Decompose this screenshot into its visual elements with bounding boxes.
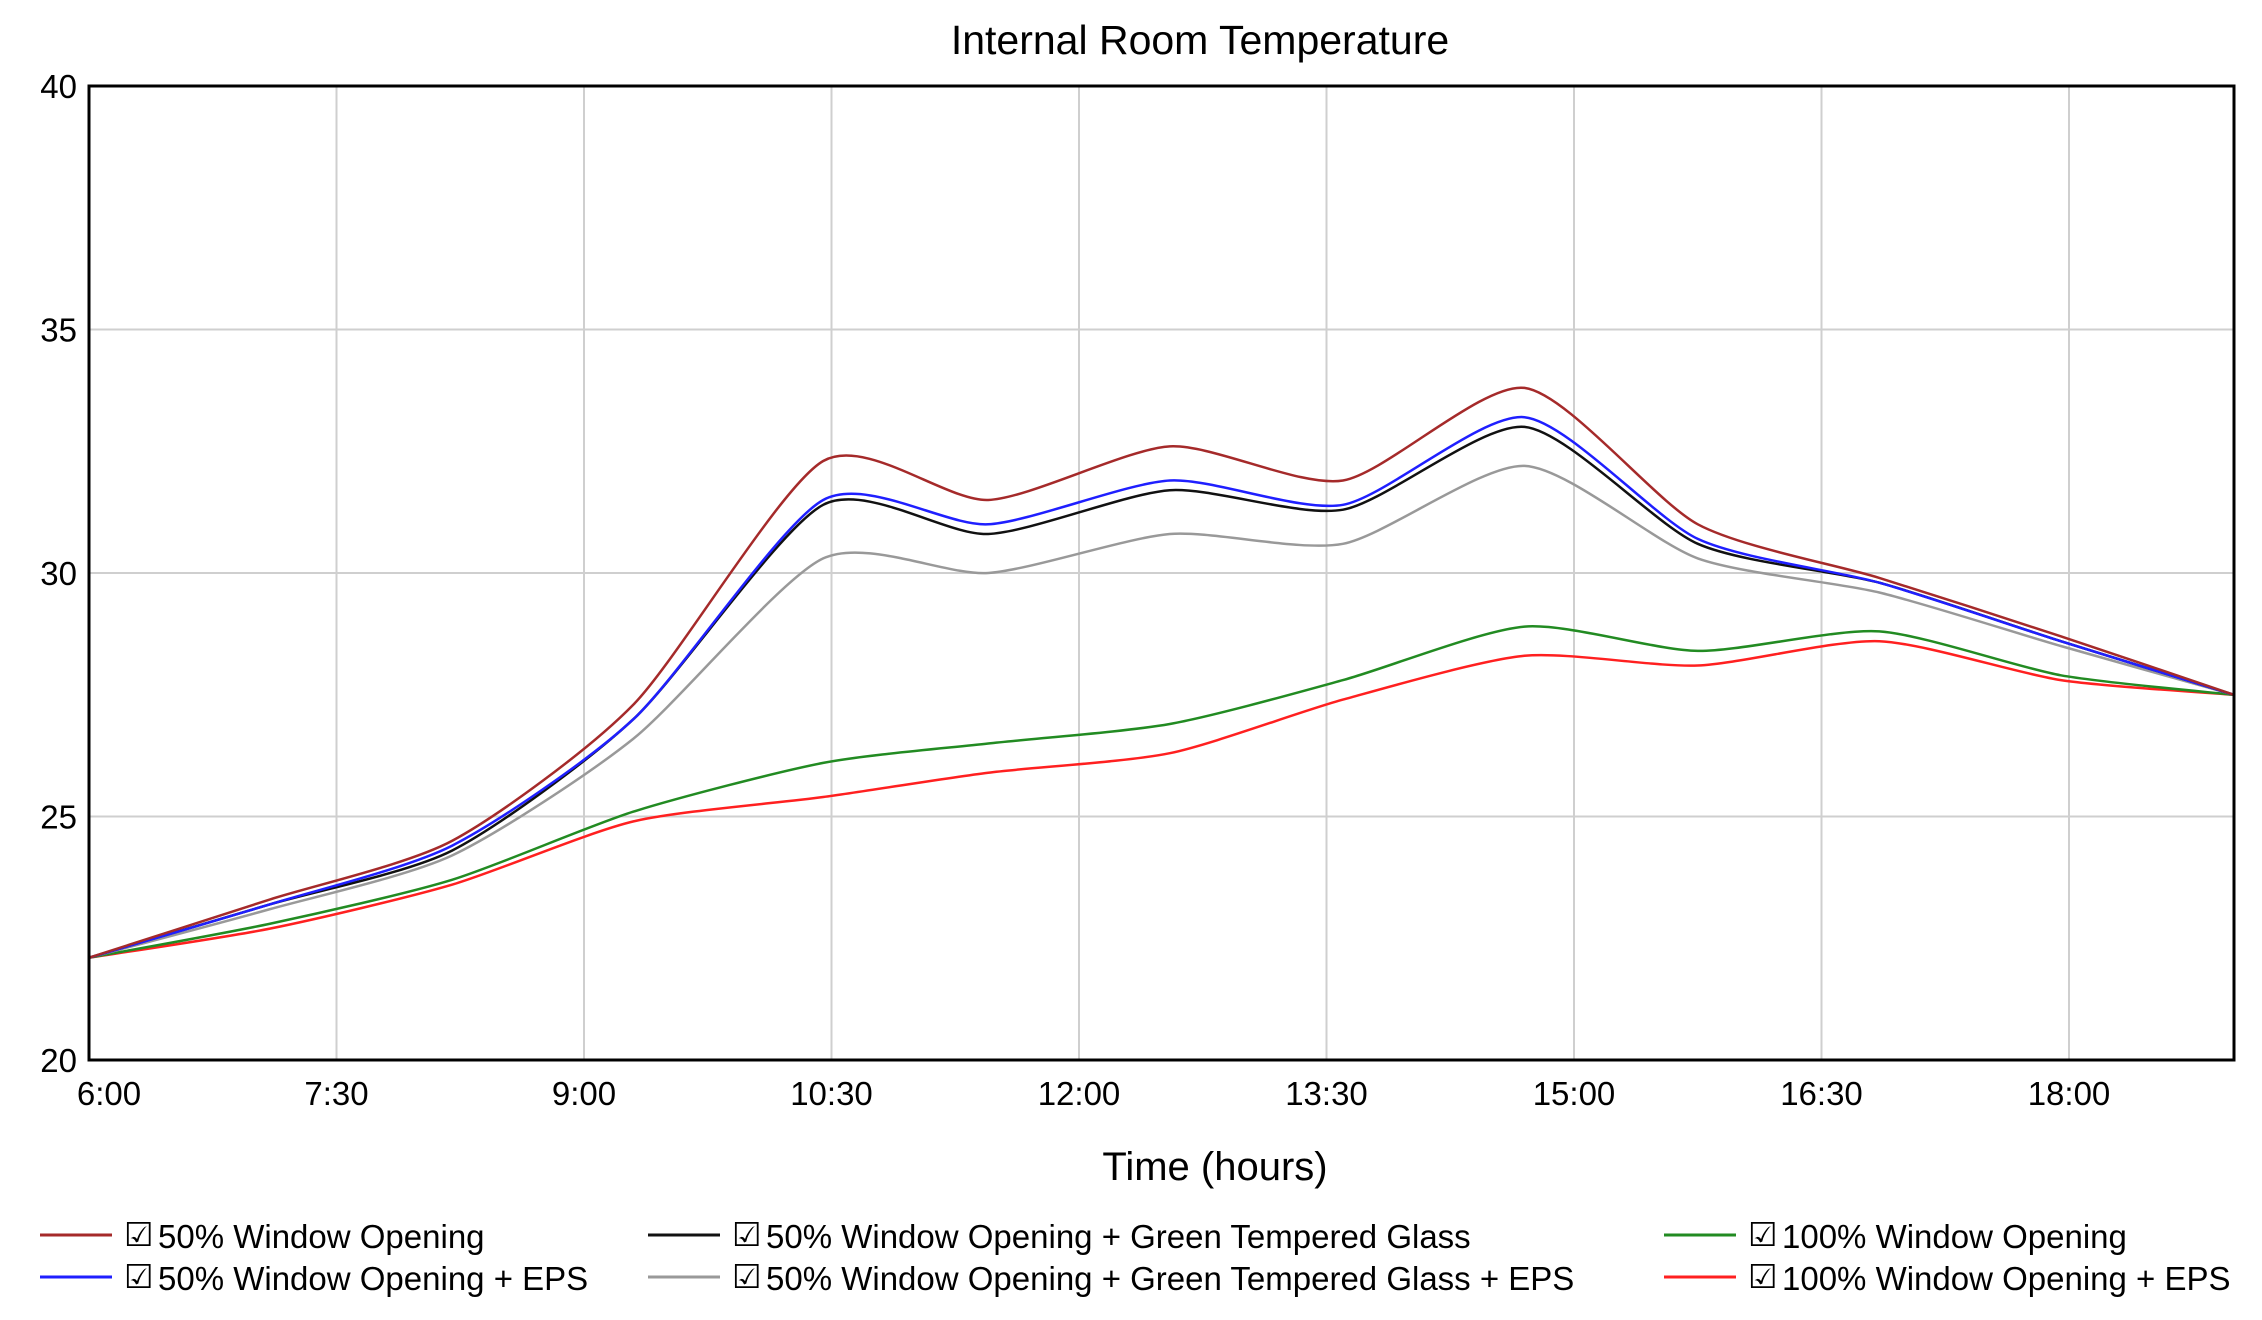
x-axis-label: Time (hours) — [1102, 1145, 1327, 1189]
legend-checkbox-icon[interactable]: ☑ — [124, 1258, 154, 1295]
x-tick-label: 6:00 — [77, 1075, 141, 1112]
legend-checkbox-icon[interactable]: ☑ — [124, 1216, 154, 1253]
legend-label: 50% Window Opening — [158, 1218, 485, 1255]
y-axis-ticks: 20 25 30 35 40 — [40, 68, 77, 1079]
series-lines — [87, 386, 2236, 959]
legend-checkbox-icon[interactable]: ☑ — [1748, 1258, 1778, 1295]
series-line — [87, 639, 2236, 959]
legend-checkbox-icon[interactable]: ☑ — [732, 1258, 762, 1295]
y-tick-label: 20 — [40, 1042, 77, 1079]
legend-checkbox-icon[interactable]: ☑ — [1748, 1216, 1778, 1253]
grid — [88, 85, 2234, 1061]
x-tick-label: 16:30 — [1780, 1075, 1863, 1112]
legend-item[interactable]: ☑ 50% Window Opening + EPS — [40, 1258, 588, 1297]
x-tick-label: 7:30 — [304, 1075, 368, 1112]
legend: ☑ 50% Window Opening☑ 50% Window Opening +… — [40, 1216, 2231, 1297]
legend-item[interactable]: ☑ 50% Window Opening + Green Tempered Gla… — [648, 1258, 1574, 1297]
legend-item[interactable]: ☑ 50% Window Opening — [40, 1216, 485, 1255]
legend-item[interactable]: ☑ 100% Window Opening + EPS — [1664, 1258, 2231, 1297]
series-line — [87, 625, 2236, 959]
x-tick-label: 18:00 — [2028, 1075, 2111, 1112]
y-tick-label: 30 — [40, 555, 77, 592]
x-tick-label: 10:30 — [790, 1075, 873, 1112]
y-tick-label: 25 — [40, 799, 77, 836]
x-tick-label: 12:00 — [1038, 1075, 1121, 1112]
legend-item[interactable]: ☑ 100% Window Opening — [1664, 1216, 2127, 1255]
chart-title: Internal Room Temperature — [951, 17, 1449, 63]
series-line — [87, 415, 2236, 959]
y-tick-label: 35 — [40, 312, 77, 349]
x-axis-ticks: 6:00 7:30 9:00 10:30 12:00 13:30 15:00 16:30 18:… — [77, 1075, 2110, 1112]
x-tick-label: 13:30 — [1285, 1075, 1368, 1112]
legend-label: 100% Window Opening — [1782, 1218, 2127, 1255]
plot-frame — [87, 84, 2236, 1062]
x-tick-label: 9:00 — [552, 1075, 616, 1112]
legend-label: 50% Window Opening + Green Tempered Glas… — [766, 1260, 1574, 1297]
legend-label: 50% Window Opening + EPS — [158, 1260, 588, 1297]
series-line — [87, 425, 2236, 959]
legend-item[interactable]: ☑ 50% Window Opening + Green Tempered Gla… — [648, 1216, 1471, 1255]
legend-label: 50% Window Opening + Green Tempered Glas… — [766, 1218, 1471, 1255]
series-line — [87, 386, 2236, 959]
legend-checkbox-icon[interactable]: ☑ — [732, 1216, 762, 1253]
x-tick-label: 15:00 — [1533, 1075, 1616, 1112]
series-line — [87, 464, 2236, 959]
legend-label: 100% Window Opening + EPS — [1782, 1260, 2231, 1297]
y-tick-label: 40 — [40, 68, 77, 105]
